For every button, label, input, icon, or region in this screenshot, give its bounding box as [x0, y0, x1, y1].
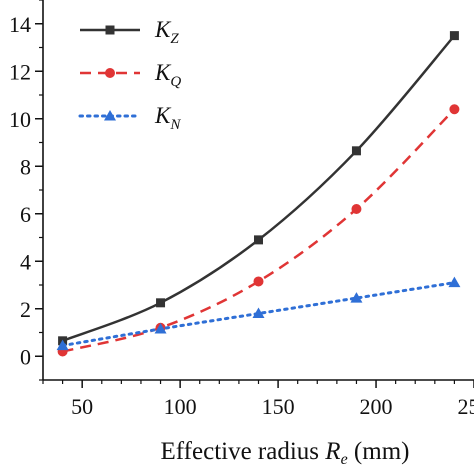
y-tick-label: 14 — [9, 12, 31, 37]
legend-marker — [104, 110, 116, 121]
y-tick-label: 8 — [20, 154, 31, 179]
series-line — [62, 34, 456, 342]
x-tick-label: 100 — [164, 394, 197, 419]
legend-marker — [105, 68, 115, 78]
data-point — [156, 298, 166, 308]
data-point — [252, 307, 265, 318]
legend-item-n: KN — [78, 103, 181, 133]
y-tick-label: 0 — [20, 344, 31, 369]
y-tick-label: 6 — [20, 202, 31, 227]
data-point — [449, 104, 460, 115]
legend-item-z: KZ — [80, 17, 179, 47]
x-tick-label: 200 — [360, 394, 393, 419]
series-q — [57, 104, 460, 357]
legend-marker — [105, 25, 115, 35]
y-tick-label: 10 — [9, 107, 31, 132]
x-tick-label: 250 — [458, 394, 474, 419]
data-point — [351, 146, 361, 156]
y-ticks: 0 2 4 6 8 10 12 14 — [9, 0, 43, 381]
x-axis-title: Effective radius Re (mm) — [161, 438, 410, 468]
data-point — [350, 292, 363, 303]
legend-label: KZ — [154, 17, 179, 47]
data-point — [449, 31, 459, 41]
plot-area: 50 100 150 200 250 0 2 4 6 8 10 12 14 — [9, 0, 474, 419]
legend: KZ KQ KN — [78, 17, 181, 133]
y-tick-label: 4 — [20, 249, 31, 274]
series-n — [56, 276, 461, 351]
legend-item-q: KQ — [80, 60, 181, 90]
legend-label: KQ — [154, 60, 181, 90]
data-point — [448, 276, 461, 288]
legend-label: KN — [154, 103, 181, 133]
data-point — [254, 235, 263, 245]
series-line — [62, 108, 456, 353]
data-point — [253, 276, 264, 287]
data-point — [351, 204, 362, 214]
x-tick-label: 150 — [262, 394, 295, 419]
y-tick-label: 12 — [9, 59, 31, 84]
x-tick-label: 50 — [71, 394, 93, 419]
data-point — [56, 339, 69, 351]
series-z — [58, 31, 459, 346]
series-layer — [56, 31, 461, 357]
data-point — [154, 322, 167, 334]
y-tick-label: 2 — [20, 297, 31, 322]
x-ticks: 50 100 150 200 250 — [42, 380, 474, 419]
